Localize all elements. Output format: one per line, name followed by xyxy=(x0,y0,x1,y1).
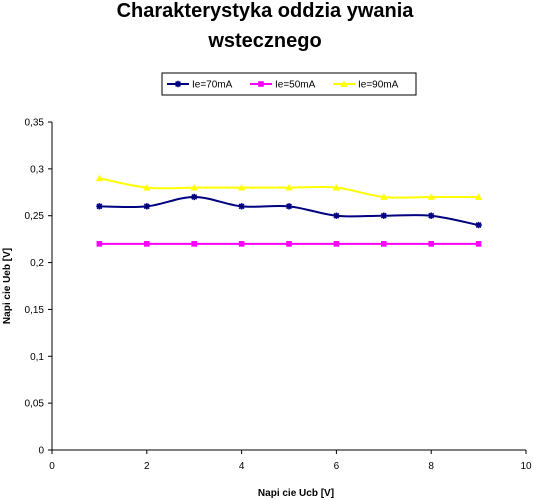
data-point xyxy=(143,203,150,210)
x-tick-label: 0 xyxy=(49,461,55,472)
legend-entry: Ie=50mA xyxy=(250,80,316,91)
ticks: 0 0,05 0,1 0,15 0,2 0,25 0,3 0,35 0 2 4 6 8 10 xyxy=(25,118,532,473)
data-point xyxy=(238,241,245,247)
legend-entry: Ie=90mA xyxy=(333,80,399,91)
data-point xyxy=(144,241,150,247)
data-point xyxy=(191,241,197,247)
y-tick-label: 0,3 xyxy=(30,164,44,175)
data-point xyxy=(381,241,387,247)
series-1 xyxy=(96,241,482,247)
legend-entry: Ie=70mA xyxy=(167,80,233,91)
legend-box xyxy=(161,72,417,96)
y-tick-label: 0,2 xyxy=(30,258,44,269)
data-point xyxy=(95,174,103,182)
x-tick-label: 8 xyxy=(428,461,434,472)
data-point xyxy=(96,203,103,210)
axes xyxy=(51,122,526,451)
y-tick-label: 0,35 xyxy=(25,118,45,129)
data-point xyxy=(191,193,198,201)
x-axis-label: Napi cie Ucb [V] xyxy=(258,488,334,499)
chart-title-line-2: wstecznego xyxy=(207,30,321,52)
data-point xyxy=(190,184,198,191)
series-line xyxy=(99,195,479,227)
data-point xyxy=(333,212,340,219)
data-point xyxy=(475,221,482,229)
chart-title-line-1: Charakterystyka oddzia ywania xyxy=(117,0,415,22)
data-point xyxy=(428,241,434,247)
data-point xyxy=(285,184,293,191)
legend-swatch-marker xyxy=(340,80,348,87)
legend-swatch-marker xyxy=(174,80,182,88)
y-tick-label: 0 xyxy=(38,446,44,457)
data-point xyxy=(238,184,246,191)
y-tick-label: 0,25 xyxy=(25,211,45,222)
x-tick-label: 6 xyxy=(334,461,340,472)
data-point xyxy=(333,241,340,247)
legend-label: Ie=90mA xyxy=(358,80,399,91)
legend-label: Ie=50mA xyxy=(275,80,316,91)
legend-label: Ie=70mA xyxy=(192,80,233,91)
legend: Ie=70mA Ie=50mA Ie=90mA xyxy=(161,72,417,96)
data-point xyxy=(380,193,388,200)
data-point xyxy=(428,212,435,219)
data-point xyxy=(238,203,245,210)
x-tick-label: 4 xyxy=(239,461,245,472)
data-point xyxy=(380,212,387,219)
data-point xyxy=(96,241,103,247)
data-point xyxy=(286,241,292,247)
data-point xyxy=(332,184,340,191)
data-point xyxy=(475,241,482,247)
y-axis-label: Napi cie Ueb [V] xyxy=(2,248,13,324)
x-tick-label: 2 xyxy=(144,461,150,472)
y-tick-label: 0,05 xyxy=(25,399,45,410)
series-layer xyxy=(95,174,483,247)
y-tick-label: 0,15 xyxy=(25,305,45,316)
data-point xyxy=(427,193,435,200)
series-2 xyxy=(95,174,483,200)
data-point xyxy=(285,203,293,210)
y-tick-label: 0,1 xyxy=(30,352,44,363)
x-tick-label: 10 xyxy=(520,461,532,472)
data-point xyxy=(475,193,483,200)
series-0 xyxy=(96,193,482,229)
data-point xyxy=(143,184,151,191)
legend-swatch-marker xyxy=(258,81,264,87)
